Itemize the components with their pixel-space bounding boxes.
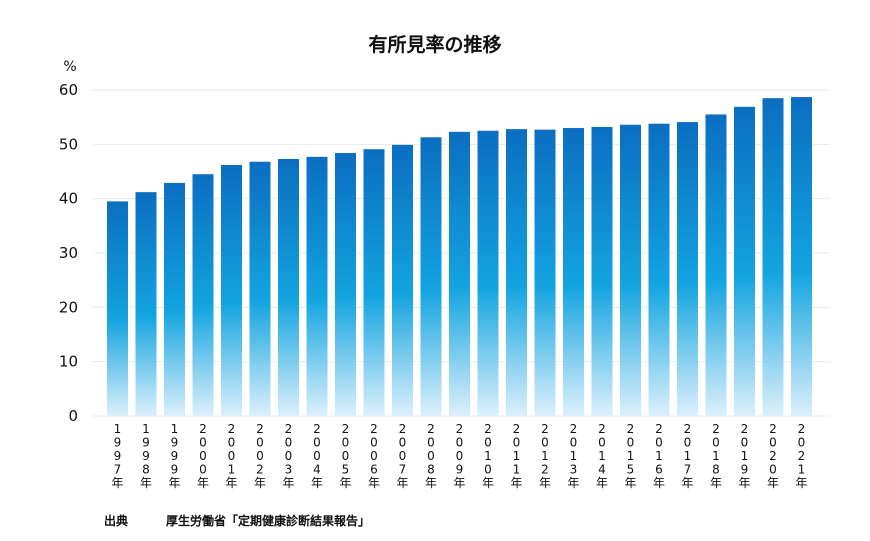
bar	[363, 149, 385, 416]
bar	[620, 124, 641, 417]
y-tick-label: 10	[59, 353, 78, 371]
bar	[506, 129, 527, 416]
y-axis-unit: %	[63, 59, 76, 75]
bar	[449, 131, 470, 416]
bar	[591, 126, 613, 417]
source-text: 厚生労働省「定期健康診断結果報告」	[166, 514, 371, 528]
bar	[335, 153, 356, 416]
bar	[791, 97, 812, 417]
y-tick-label: 20	[59, 298, 78, 316]
y-axis: 0 10 20 30 40 50 60	[59, 81, 78, 425]
source-note: 出典 厚生労働省「定期健康診断結果報告」	[104, 512, 370, 529]
bar	[221, 164, 242, 416]
bar	[677, 122, 698, 416]
bar	[477, 130, 499, 416]
y-tick-label: 0	[68, 407, 78, 425]
bar	[249, 161, 271, 416]
bar	[563, 128, 584, 417]
bar	[420, 137, 442, 416]
bar	[534, 129, 556, 416]
x-axis: 1 9 9 7 年 1 9 9 8 年 1 9 9 9 年 2 0 0 0 年 2 0 0 1 年 2 0 0 2 年 2 0 0 3 年 2 0 0 4 年…	[111, 422, 807, 490]
bar	[762, 98, 784, 417]
bar	[648, 123, 670, 416]
y-tick-label: 30	[59, 244, 78, 262]
y-tick-label: 60	[59, 81, 78, 99]
bar	[278, 159, 299, 416]
bar	[306, 156, 328, 416]
y-tick-label: 40	[59, 190, 78, 208]
bars	[107, 97, 812, 417]
chart-title: 有所見率の推移	[368, 33, 501, 56]
bar	[164, 182, 185, 416]
y-tick-label: 50	[59, 135, 78, 153]
source-label: 出典	[104, 514, 129, 528]
bar	[135, 192, 157, 416]
bar	[192, 174, 214, 416]
bar	[705, 114, 727, 416]
bar	[734, 106, 755, 417]
bar	[107, 201, 128, 416]
bar	[392, 144, 413, 417]
